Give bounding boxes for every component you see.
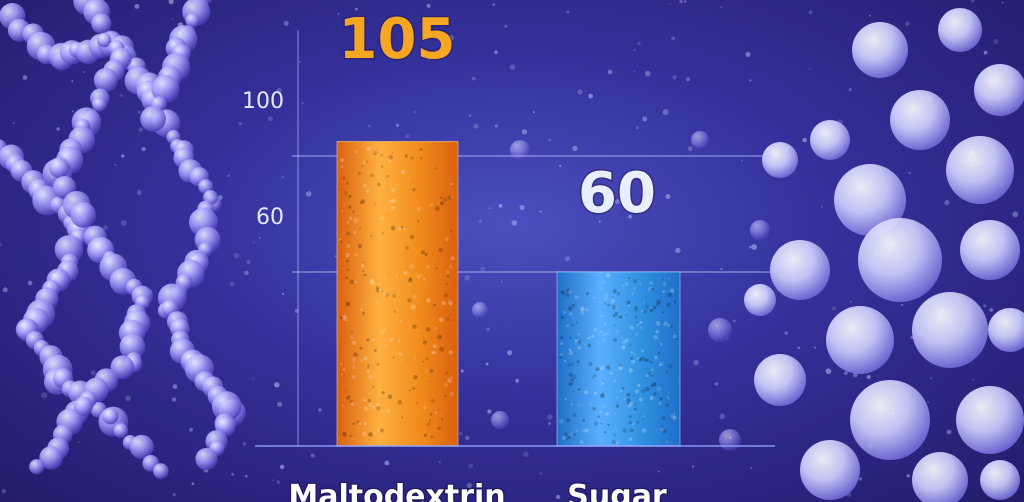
y-axis: 100 60: [242, 30, 299, 446]
bar-maltodextrin: [336, 141, 459, 447]
bars: [336, 141, 681, 447]
bar-sugar: [556, 271, 681, 447]
category-label-maltodextrin: Maltodextrin: [288, 479, 505, 502]
data-label-sugar: 60: [578, 161, 656, 226]
bar-texture-sugar: [558, 273, 678, 445]
category-label-sugar: Sugar: [567, 479, 667, 502]
y-tick-label-100: 100: [242, 89, 284, 114]
bar-texture-maltodextrin: [338, 146, 455, 441]
data-label-maltodextrin: 105: [339, 7, 456, 72]
y-tick-label-60: 60: [256, 205, 284, 230]
